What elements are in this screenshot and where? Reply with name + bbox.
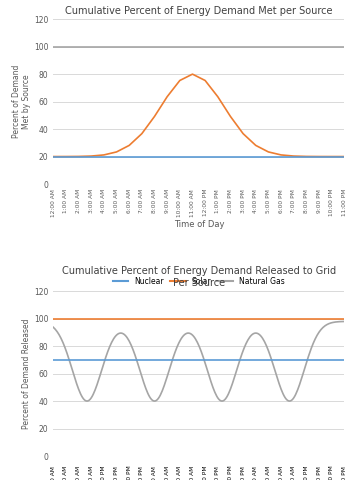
X-axis label: Time of Day: Time of Day xyxy=(174,219,224,228)
Y-axis label: Percent of Demand Released: Percent of Demand Released xyxy=(22,318,31,429)
Title: Cumulative Percent of Energy Demand Released to Grid
Per Source: Cumulative Percent of Energy Demand Rele… xyxy=(62,266,336,288)
Title: Cumulative Percent of Energy Demand Met per Source: Cumulative Percent of Energy Demand Met … xyxy=(65,6,333,16)
Legend: Nuclear, Solar, Natural Gas: Nuclear, Solar, Natural Gas xyxy=(110,274,288,288)
Y-axis label: Percent of Demand
Met by Source: Percent of Demand Met by Source xyxy=(12,65,31,138)
